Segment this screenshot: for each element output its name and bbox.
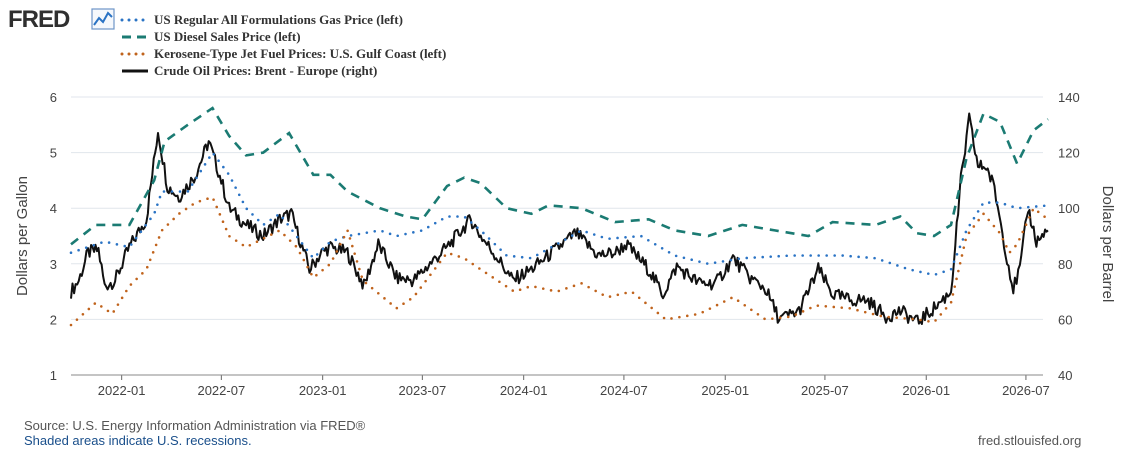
x-tick-label: 2025-01 [701,383,749,398]
x-tick-label: 2022-01 [98,383,146,398]
right-tick-label: 60 [1058,312,1072,327]
x-tick-label: 2024-07 [600,383,648,398]
right-axis-title: Dollars per Barrel [1099,186,1116,303]
left-tick-label: 6 [50,90,57,105]
left-tick-label: 4 [50,201,57,216]
chart-logo-icon [91,8,115,30]
legend-label: US Regular All Formulations Gas Price (l… [154,12,403,27]
x-tick-label: 2023-07 [398,383,446,398]
x-tick-label: 2025-07 [801,383,849,398]
plot-background [71,97,1043,375]
fred-site-link[interactable]: fred.stlouisfed.org [978,433,1082,448]
x-tick-label: 2022-07 [197,383,245,398]
series-line-gas [69,150,1050,277]
right-tick-label: 140 [1058,90,1080,105]
right-tick-label: 40 [1058,368,1072,383]
right-tick-label: 120 [1058,146,1080,161]
legend-label: Crude Oil Prices: Brent - Europe (right) [154,63,377,78]
axes: 1 2 3 4 5 6 40 60 80 100 120 140 2022-01 2022-07 2023-… [14,90,1116,398]
left-tick-label: 2 [50,312,57,327]
x-tick-label: 2026-01 [902,383,950,398]
left-axis-title: Dollars per Gallon [14,176,31,296]
x-tick-label: 2026-07 [1002,383,1050,398]
source-note: Source: U.S. Energy Information Administ… [24,418,366,433]
x-tick-label: 2024-01 [500,383,548,398]
legend-label: Kerosene-Type Jet Fuel Prices: U.S. Gulf… [154,46,446,61]
series-line-diesel [70,106,1049,246]
legend: US Regular All Formulations Gas Price (l… [120,12,446,78]
left-tick-label: 3 [50,257,57,272]
plot-area [71,97,1043,375]
left-tick-label: 1 [50,368,57,383]
right-tick-label: 80 [1058,257,1072,272]
recession-note: Shaded areas indicate U.S. recessions. [24,433,252,448]
x-tick-label: 2023-01 [299,383,347,398]
fred-logo: FRED [8,6,70,34]
series-group [69,106,1050,327]
fred-logo-text: FRED [8,6,70,33]
left-tick-label: 5 [50,146,57,161]
right-tick-label: 100 [1058,201,1080,216]
legend-label: US Diesel Sales Price (left) [154,29,301,44]
